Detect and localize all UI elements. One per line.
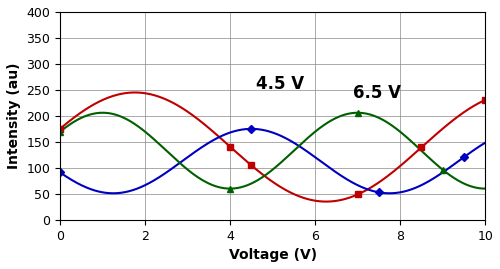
Text: 6.5 V: 6.5 V	[354, 84, 402, 102]
Y-axis label: Intensity (au): Intensity (au)	[7, 63, 21, 169]
X-axis label: Voltage (V): Voltage (V)	[228, 248, 316, 262]
Text: 4.5 V: 4.5 V	[256, 75, 304, 93]
